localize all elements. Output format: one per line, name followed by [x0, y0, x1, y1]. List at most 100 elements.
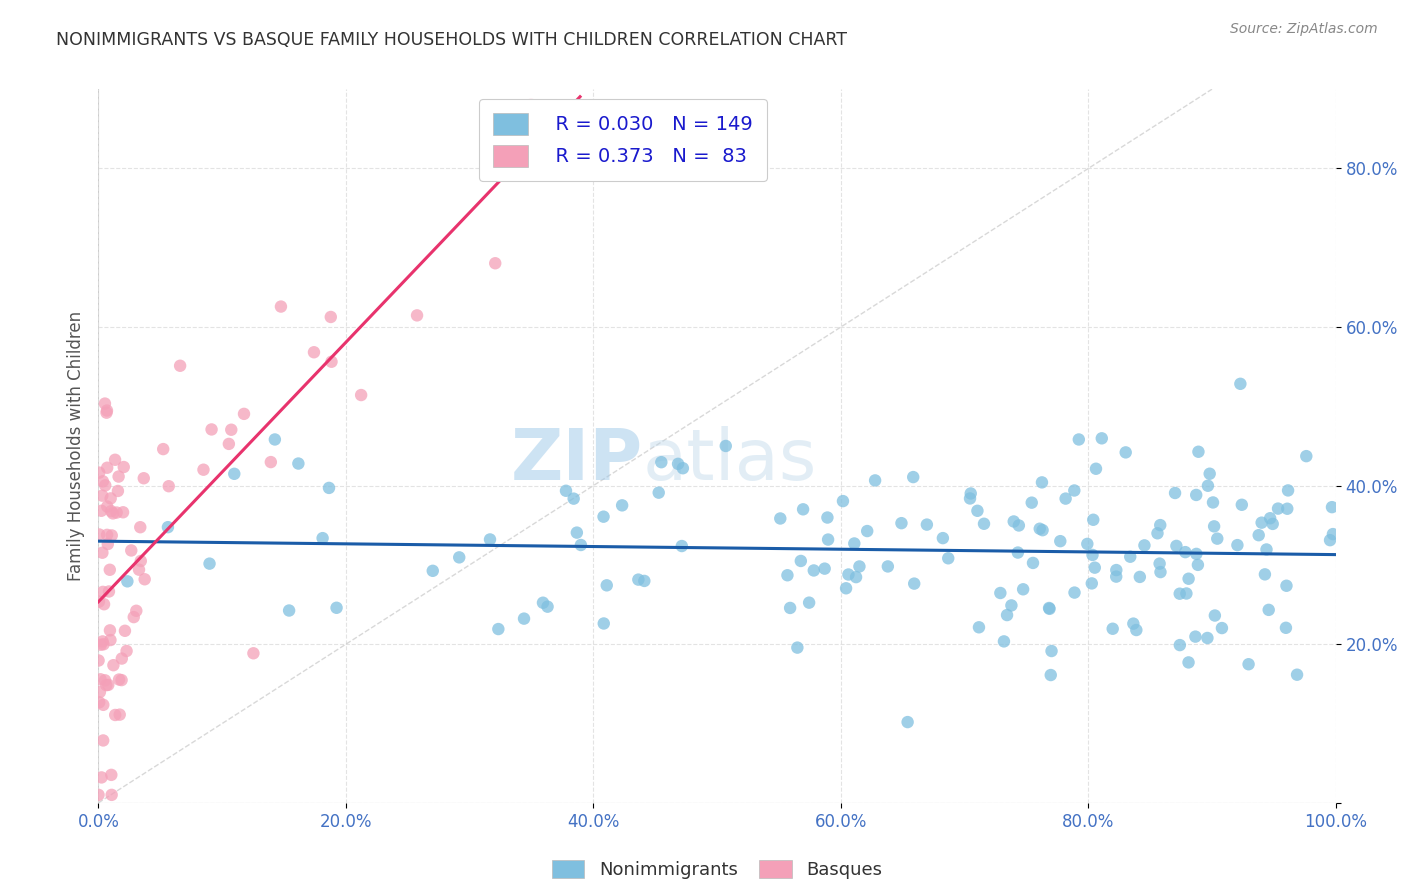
Point: [627, 573, 650, 587]
Point: [1040, 644, 1063, 658]
Point: [1091, 431, 1114, 445]
Point: [835, 582, 858, 596]
Point: [1129, 570, 1152, 584]
Point: [714, 439, 737, 453]
Point: [1105, 569, 1128, 583]
Point: [100, 528, 122, 542]
Point: [193, 463, 215, 477]
Point: [1105, 563, 1128, 577]
Point: [792, 502, 814, 516]
Point: [1184, 630, 1206, 644]
Point: [1211, 621, 1233, 635]
Point: [844, 536, 866, 550]
Point: [325, 600, 347, 615]
Point: [519, 98, 541, 112]
Point: [903, 576, 925, 591]
Point: [270, 300, 292, 314]
Point: [1277, 501, 1299, 516]
Point: [318, 481, 340, 495]
Point: [218, 437, 240, 451]
Point: [1032, 523, 1054, 537]
Point: [97, 584, 120, 599]
Point: [1198, 467, 1220, 481]
Point: [260, 455, 283, 469]
Point: [1149, 518, 1171, 533]
Point: [108, 673, 131, 687]
Point: [198, 557, 221, 571]
Point: [596, 578, 619, 592]
Point: [1322, 527, 1344, 541]
Text: atlas: atlas: [643, 425, 817, 495]
Point: [87, 788, 110, 802]
Point: [96, 528, 118, 542]
Point: [565, 525, 588, 540]
Point: [633, 574, 655, 588]
Point: [1206, 532, 1229, 546]
Point: [90, 771, 112, 785]
Point: [1101, 622, 1123, 636]
Point: [242, 646, 264, 660]
Point: [803, 564, 825, 578]
Point: [848, 559, 870, 574]
Point: [169, 359, 191, 373]
Point: [112, 460, 135, 475]
Point: [814, 561, 837, 575]
Point: [100, 504, 122, 518]
Point: [966, 504, 988, 518]
Point: [1168, 638, 1191, 652]
Point: [104, 452, 127, 467]
Point: [672, 461, 695, 475]
Point: [100, 491, 122, 506]
Point: [117, 574, 139, 589]
Point: [103, 658, 125, 673]
Point: [90, 638, 112, 652]
Point: [555, 483, 578, 498]
Point: [1275, 621, 1298, 635]
Point: [569, 538, 592, 552]
Point: [1275, 579, 1298, 593]
Point: [1286, 667, 1309, 681]
Point: [1187, 558, 1209, 572]
Point: [1054, 491, 1077, 506]
Point: [650, 455, 672, 469]
Point: [263, 433, 285, 447]
Point: [1204, 608, 1226, 623]
Point: [1039, 668, 1062, 682]
Point: [592, 616, 614, 631]
Point: [114, 624, 136, 638]
Point: [129, 520, 152, 534]
Text: Source: ZipAtlas.com: Source: ZipAtlas.com: [1230, 22, 1378, 37]
Point: [1029, 522, 1052, 536]
Point: [1063, 483, 1085, 498]
Point: [278, 603, 301, 617]
Point: [111, 651, 134, 665]
Point: [125, 604, 148, 618]
Point: [93, 637, 115, 651]
Point: [890, 516, 912, 530]
Point: [97, 678, 120, 692]
Point: [129, 554, 152, 568]
Point: [128, 563, 150, 577]
Point: [110, 673, 132, 687]
Point: [89, 685, 111, 699]
Point: [406, 309, 429, 323]
Point: [1002, 515, 1025, 529]
Point: [776, 568, 799, 582]
Point: [1031, 475, 1053, 490]
Point: [845, 570, 868, 584]
Point: [224, 467, 246, 481]
Point: [1320, 500, 1343, 515]
Point: [988, 586, 1011, 600]
Point: [876, 559, 898, 574]
Point: [219, 423, 242, 437]
Point: [98, 624, 121, 638]
Point: [89, 527, 111, 541]
Point: [120, 543, 142, 558]
Point: [479, 533, 502, 547]
Point: [1149, 557, 1171, 571]
Point: [1083, 513, 1105, 527]
Point: [94, 673, 117, 688]
Point: [108, 707, 131, 722]
Point: [1254, 567, 1277, 582]
Point: [1122, 616, 1144, 631]
